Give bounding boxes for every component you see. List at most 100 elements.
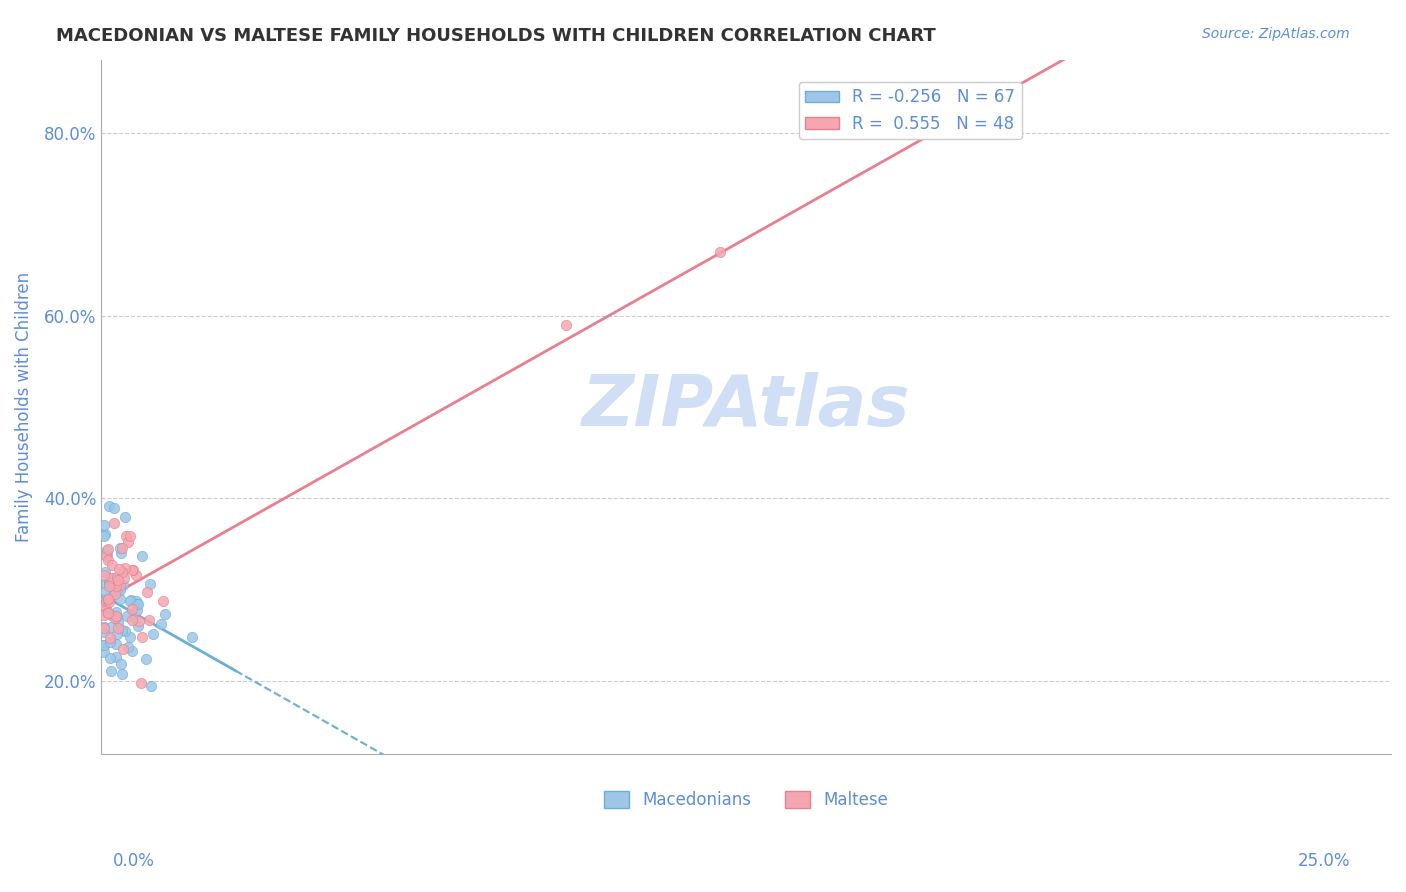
Point: [120, 593, 142, 607]
Point: [103, 573, 125, 587]
Point: [110, 657, 132, 672]
Point: [104, 611, 127, 625]
Point: [94, 527, 117, 541]
Point: [93, 638, 115, 652]
Text: 0.0%: 0.0%: [112, 852, 155, 870]
Point: [103, 584, 125, 599]
Point: [138, 613, 160, 627]
Point: [114, 624, 136, 639]
Point: [111, 623, 134, 637]
Point: [105, 627, 128, 641]
Point: [107, 573, 129, 587]
Point: [97, 593, 120, 607]
Point: [94, 549, 117, 563]
Point: [114, 561, 136, 575]
Point: [100, 571, 122, 585]
Point: [128, 614, 150, 628]
Point: [105, 605, 128, 619]
Point: [93, 625, 115, 640]
Point: [114, 510, 136, 524]
Point: [181, 630, 204, 644]
Point: [120, 593, 142, 607]
Text: ZIPAtlas: ZIPAtlas: [582, 372, 911, 442]
Point: [100, 620, 122, 634]
Point: [125, 594, 148, 608]
Point: [142, 627, 165, 641]
Point: [108, 577, 131, 591]
Point: [96, 542, 118, 557]
Point: [120, 529, 142, 543]
Point: [97, 576, 120, 591]
Point: [709, 244, 731, 259]
Point: [94, 594, 117, 608]
Point: [98, 574, 121, 589]
Point: [124, 610, 146, 624]
Point: [93, 593, 115, 607]
Point: [111, 565, 134, 579]
Point: [105, 637, 128, 651]
Point: [107, 621, 129, 635]
Point: [125, 597, 148, 611]
Point: [117, 640, 139, 654]
Point: [121, 563, 143, 577]
Point: [152, 594, 174, 608]
Point: [94, 585, 117, 599]
Point: [105, 570, 128, 584]
Point: [96, 543, 118, 558]
Point: [131, 630, 153, 644]
Point: [107, 615, 129, 629]
Text: Source: ZipAtlas.com: Source: ZipAtlas.com: [1202, 27, 1350, 41]
Point: [110, 546, 132, 560]
Y-axis label: Family Households with Children: Family Households with Children: [15, 272, 32, 542]
Point: [125, 603, 148, 617]
Point: [93, 638, 115, 652]
Point: [117, 535, 139, 549]
Point: [111, 666, 134, 681]
Point: [104, 649, 127, 664]
Point: [97, 606, 120, 620]
Text: MACEDONIAN VS MALTESE FAMILY HOUSEHOLDS WITH CHILDREN CORRELATION CHART: MACEDONIAN VS MALTESE FAMILY HOUSEHOLDS …: [56, 27, 936, 45]
Point: [98, 651, 121, 665]
Point: [110, 541, 132, 555]
Point: [105, 610, 128, 624]
Point: [121, 602, 143, 616]
Point: [97, 591, 120, 606]
Point: [93, 645, 115, 659]
Point: [112, 578, 135, 592]
Point: [153, 607, 176, 622]
Point: [138, 577, 160, 591]
Point: [100, 665, 122, 679]
Point: [107, 583, 129, 598]
Point: [94, 601, 117, 615]
Point: [127, 619, 149, 633]
Point: [136, 585, 159, 599]
Point: [108, 562, 131, 576]
Point: [94, 576, 117, 591]
Point: [127, 597, 149, 611]
Point: [93, 600, 115, 615]
Point: [108, 583, 131, 598]
Legend: Macedonians, Maltese: Macedonians, Maltese: [598, 784, 894, 815]
Point: [93, 621, 115, 635]
Point: [93, 607, 115, 622]
Point: [100, 608, 122, 623]
Point: [97, 553, 120, 567]
Point: [135, 651, 157, 665]
Point: [129, 675, 152, 690]
Point: [121, 644, 143, 658]
Point: [139, 679, 162, 693]
Point: [114, 529, 136, 543]
Point: [121, 613, 143, 627]
Point: [105, 609, 128, 624]
Point: [100, 635, 122, 649]
Point: [97, 590, 120, 604]
Point: [93, 528, 115, 542]
Point: [98, 631, 121, 645]
Point: [104, 586, 127, 600]
Point: [101, 558, 124, 573]
Point: [96, 549, 118, 563]
Point: [112, 571, 135, 585]
Point: [112, 641, 135, 656]
Point: [125, 567, 148, 582]
Point: [110, 592, 132, 607]
